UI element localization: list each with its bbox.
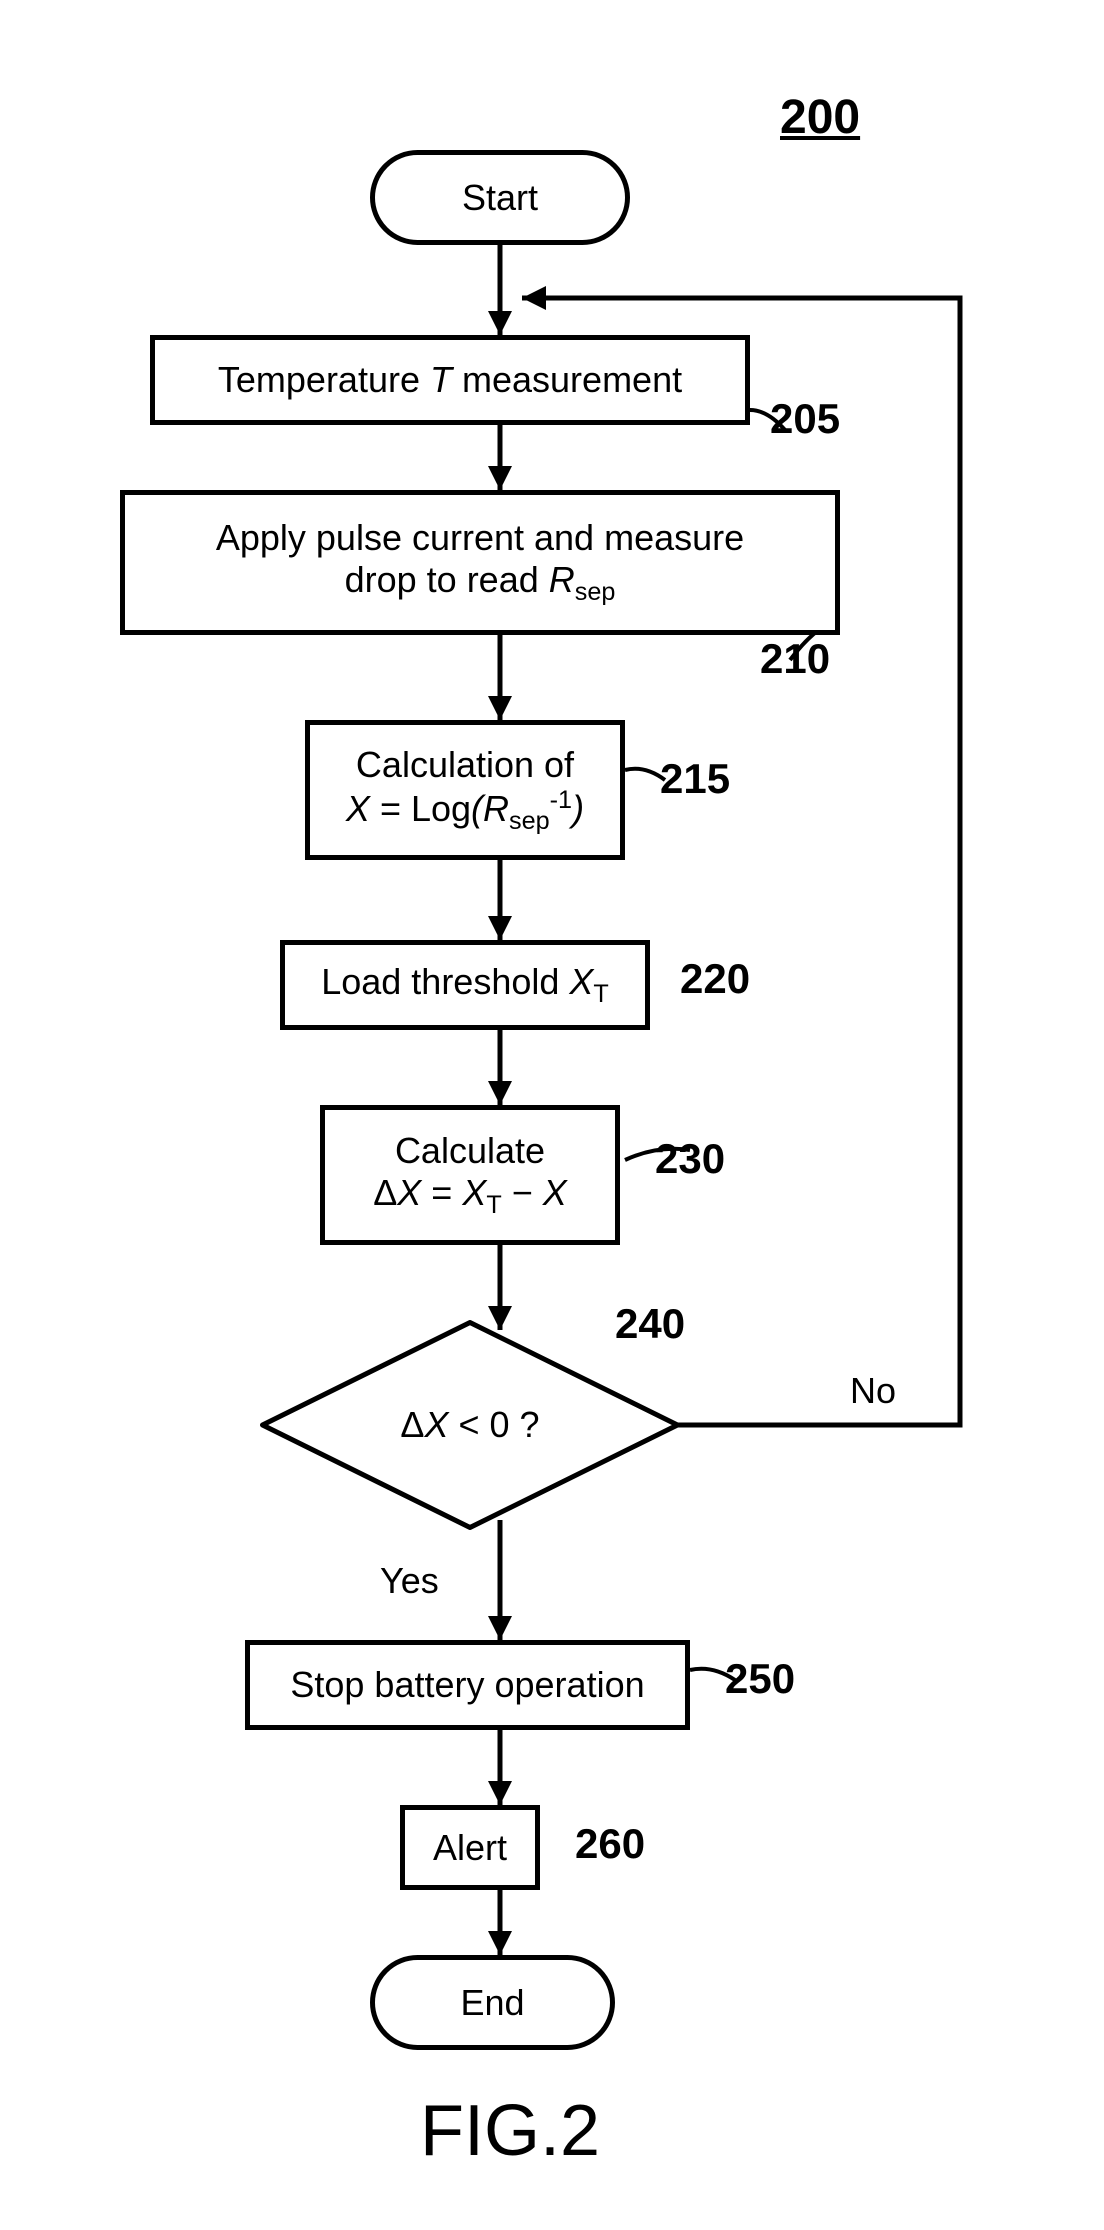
process-210-label: Apply pulse current and measuredrop to r… — [216, 517, 744, 607]
ref-205: 205 — [770, 395, 840, 443]
figure-ref-text: 200 — [780, 91, 860, 144]
process-230-label: CalculateΔX = XT − X — [373, 1130, 567, 1220]
process-250: Stop battery operation — [245, 1640, 690, 1730]
ref-250: 250 — [725, 1655, 795, 1703]
process-215: Calculation ofX = Log(Rsep-1) — [305, 720, 625, 860]
flowchart-canvas: 200 Start Temperature T measurement 205 … — [0, 0, 1104, 2230]
start-label: Start — [462, 177, 538, 219]
ref-240: 240 — [615, 1300, 685, 1348]
end-label: End — [460, 1982, 524, 2024]
ref-220: 220 — [680, 955, 750, 1003]
ref-260: 260 — [575, 1820, 645, 1868]
figure-ref-number: 200 — [780, 90, 860, 145]
process-210: Apply pulse current and measuredrop to r… — [120, 490, 840, 635]
decision-240-label: ΔX < 0 ? — [400, 1404, 539, 1446]
end-node: End — [370, 1955, 615, 2050]
edge-label-no: No — [850, 1370, 896, 1412]
ref-210: 210 — [760, 635, 830, 683]
edge-label-yes: Yes — [380, 1560, 439, 1602]
process-260-label: Alert — [433, 1827, 507, 1869]
start-node: Start — [370, 150, 630, 245]
process-205-label: Temperature T measurement — [218, 359, 682, 401]
process-205: Temperature T measurement — [150, 335, 750, 425]
ref-230: 230 — [655, 1135, 725, 1183]
process-220-label: Load threshold XT — [321, 961, 609, 1009]
process-220: Load threshold XT — [280, 940, 650, 1030]
figure-caption: FIG.2 — [420, 2090, 600, 2172]
process-250-label: Stop battery operation — [290, 1664, 644, 1706]
decision-240: ΔX < 0 ? — [260, 1320, 680, 1530]
process-230: CalculateΔX = XT − X — [320, 1105, 620, 1245]
process-260: Alert — [400, 1805, 540, 1890]
ref-215: 215 — [660, 755, 730, 803]
process-215-label: Calculation ofX = Log(Rsep-1) — [346, 744, 584, 836]
